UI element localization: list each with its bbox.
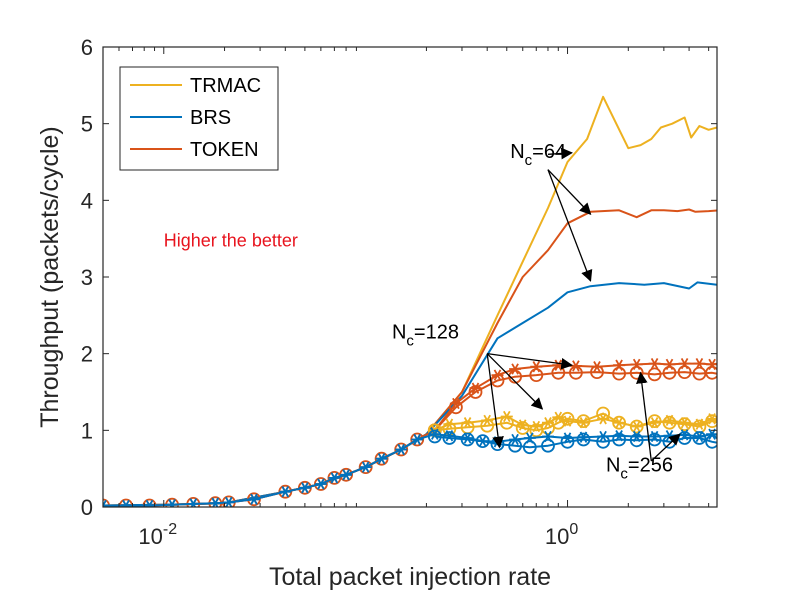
annotation-arrow (547, 147, 573, 160)
data-point (576, 432, 591, 447)
data-point (522, 440, 537, 455)
data-point (576, 414, 591, 429)
data-point (612, 366, 626, 381)
series-line (103, 433, 717, 507)
annotation-arrow (547, 169, 593, 282)
data-point (490, 373, 505, 388)
data-point (596, 434, 610, 449)
nc-256-annotation: Nc=256 (606, 371, 681, 483)
data-point (677, 417, 692, 432)
y-tick-label: 1 (81, 418, 93, 443)
data-point (340, 469, 353, 481)
annotation-label: Nc=256 (606, 455, 673, 483)
data-point (560, 434, 575, 449)
data-point (551, 415, 566, 430)
x-axis-label: Total packet injection rate (269, 563, 551, 591)
data-point (314, 478, 327, 490)
y-tick-label: 2 (81, 342, 93, 367)
data-point (596, 406, 610, 421)
data-point (692, 431, 707, 445)
data-point (509, 363, 522, 375)
x-tick-label: 10-2 (138, 521, 177, 549)
data-point (551, 365, 566, 380)
data-point (648, 357, 661, 370)
data-point (120, 499, 132, 507)
data-point (705, 434, 717, 449)
y-tick-label: 6 (81, 35, 93, 60)
data-point (248, 493, 260, 505)
legend-label: BRS (190, 107, 231, 129)
annotation-arrow (486, 353, 544, 410)
data-point (508, 369, 522, 384)
data-point (359, 461, 372, 473)
data-point (612, 415, 626, 430)
data-point (298, 482, 311, 494)
data-point (705, 414, 717, 428)
higher-the-better-note: Higher the better (164, 230, 298, 250)
legend-label: TOKEN (190, 139, 259, 161)
data-point (662, 415, 677, 430)
data-point (427, 429, 442, 444)
data-point (647, 414, 662, 429)
data-point (629, 419, 644, 434)
data-point (612, 432, 626, 447)
data-point (569, 365, 583, 380)
annotation-arrow (547, 169, 592, 215)
annotation-arrow (486, 353, 504, 449)
data-point (411, 433, 424, 446)
annotation-arrow (636, 371, 652, 462)
data-point (662, 365, 677, 380)
y-tick-label: 5 (81, 112, 93, 137)
data-point (187, 498, 200, 507)
data-point (468, 385, 483, 399)
data-point (499, 415, 514, 430)
data-point (442, 431, 457, 445)
data-point (705, 365, 717, 380)
y-tick-label: 4 (81, 188, 93, 213)
data-point (395, 443, 408, 456)
data-point (279, 486, 292, 498)
annotation-label: Nc=128 (392, 321, 459, 349)
data-point (375, 453, 388, 465)
data-point (328, 472, 341, 484)
data-point (508, 438, 522, 453)
data-point (541, 438, 555, 453)
data-point (166, 499, 179, 507)
data-point (222, 496, 235, 507)
data-point (677, 365, 692, 380)
data-point (560, 411, 575, 426)
nc-128-annotation: Nc=128 (392, 321, 573, 449)
y-tick-label: 0 (81, 495, 93, 520)
data-point (529, 368, 544, 383)
data-point (590, 365, 604, 380)
y-axis-label: Throughput (packets/cycle) (36, 126, 64, 428)
legend: TRMAC BRS TOKEN (119, 66, 279, 171)
data-point (460, 432, 475, 447)
y-tick-label: 3 (81, 265, 93, 290)
data-point (143, 499, 156, 507)
data-point (629, 433, 644, 448)
x-tick-label: 100 (545, 521, 578, 549)
legend-label: TRMAC (190, 75, 261, 97)
annotation-arrow (487, 353, 573, 370)
annotation-arrow (650, 433, 681, 462)
nc-64-annotation: Nc=64 (510, 141, 593, 282)
series-trmac-nc256 (427, 406, 717, 438)
annotation-label: Nc=64 (510, 141, 566, 169)
data-point (480, 418, 495, 433)
data-point (515, 421, 530, 435)
data-point (427, 423, 442, 438)
data-point (448, 400, 463, 415)
data-point (103, 499, 109, 507)
data-point (475, 434, 490, 449)
data-point (647, 367, 662, 382)
